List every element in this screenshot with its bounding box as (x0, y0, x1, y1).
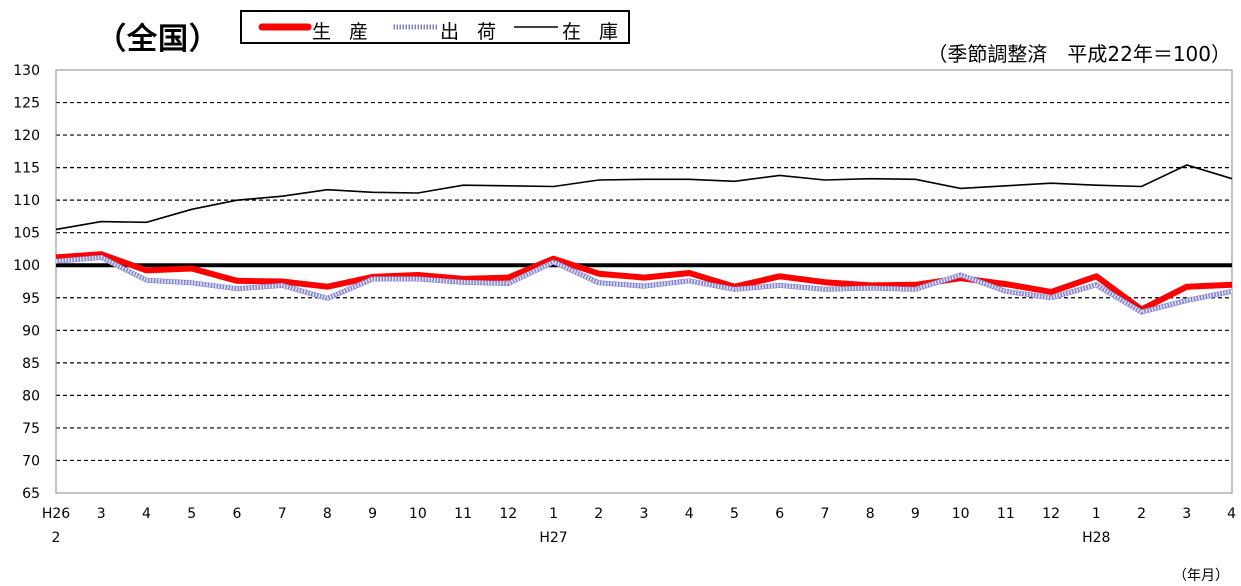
x-tick-label: 10 (409, 506, 427, 522)
y-tick-label: 110 (13, 193, 40, 209)
x-tick-label: 1 (549, 506, 558, 522)
x-tick-label: 12 (1042, 506, 1060, 522)
x-tick-label: 10 (952, 506, 970, 522)
x-tick-label: 9 (368, 506, 377, 522)
x-year-label: H27 (539, 530, 567, 546)
y-tick-label: 70 (22, 453, 40, 469)
x-tick-label: 9 (911, 506, 920, 522)
x-tick-label: 5 (730, 506, 739, 522)
series-line-production (55, 251, 1233, 313)
chart-note: （季節調整済 平成22年＝100） (927, 42, 1231, 66)
x-tick-label: 11 (997, 506, 1015, 522)
x-tick-label: 2 (1137, 506, 1146, 522)
x-tick-label: 4 (1227, 506, 1236, 522)
x-tick-label: 7 (278, 506, 287, 522)
legend-label-inventory: 在 庫 (562, 21, 625, 43)
y-tick-label: 120 (13, 128, 40, 144)
y-tick-label: 90 (22, 323, 40, 339)
y-tick-label: 100 (13, 258, 40, 274)
legend: 生 産 出 荷 在 庫 (240, 10, 630, 44)
page-title: （全国） (96, 22, 220, 57)
x-tick-label: 5 (187, 506, 196, 522)
x-tick-label: 2 (594, 506, 603, 522)
series-line-shipment-hatch (55, 255, 1233, 315)
y-tick-label: 115 (13, 161, 40, 177)
x-tick-label: 3 (640, 506, 649, 522)
legend-swatches (258, 23, 558, 31)
legend-label-production: 生 産 (312, 21, 375, 43)
y-tick-label: 65 (22, 486, 40, 502)
y-tick-label: 95 (22, 291, 40, 307)
series-line-inventory (55, 164, 1233, 231)
y-tick-label: 125 (13, 96, 40, 112)
legend-label-shipment: 出 荷 (440, 21, 503, 43)
x-tick-label: 11 (454, 506, 472, 522)
x-tick-label: 3 (97, 506, 106, 522)
y-tick-label: 80 (22, 388, 40, 404)
x-tick-label: 6 (775, 506, 784, 522)
x-tick-label: 12 (499, 506, 517, 522)
x-tick-label: 6 (232, 506, 241, 522)
x-tick-label: 8 (323, 506, 332, 522)
x-tick-label: H26 (42, 506, 70, 522)
y-tick-label: 75 (22, 421, 40, 437)
x-tick-label: 7 (820, 506, 829, 522)
plot-frame (55, 69, 1233, 494)
x-axis-unit: （年月） (1173, 568, 1229, 584)
x-tick-label: 3 (1182, 506, 1191, 522)
x-tick-label: 1 (1092, 506, 1101, 522)
x-tick-label: 4 (685, 506, 694, 522)
y-tick-label: 85 (22, 356, 40, 372)
y-tick-label: 130 (13, 63, 40, 79)
y-tick-label: 105 (13, 226, 40, 242)
x-year-label: H28 (1082, 530, 1110, 546)
x-tick-label: 4 (142, 506, 151, 522)
x-year-label: 2 (52, 530, 61, 546)
x-tick-label: 8 (866, 506, 875, 522)
